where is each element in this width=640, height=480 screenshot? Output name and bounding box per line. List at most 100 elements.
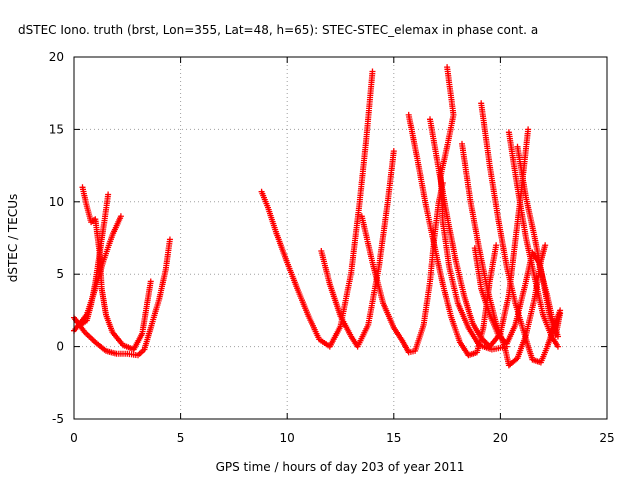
data-point-markers xyxy=(156,268,169,302)
data-point-markers xyxy=(512,280,529,328)
data-point-marker xyxy=(105,191,112,198)
data-point-markers xyxy=(427,116,442,170)
data-point-markers xyxy=(444,111,457,148)
data-point-markers xyxy=(422,201,437,247)
data-point-markers xyxy=(461,292,476,325)
data-point-markers xyxy=(305,313,322,341)
data-point-markers xyxy=(98,285,109,316)
data-point-markers xyxy=(431,242,446,286)
y-tick-label: 0 xyxy=(56,340,64,354)
data-point-markers xyxy=(471,245,484,290)
data-point-markers xyxy=(544,292,557,326)
data-point-markers xyxy=(523,194,538,238)
data-point-markers xyxy=(79,184,90,208)
series-12 xyxy=(478,100,564,366)
data-point-markers xyxy=(505,129,521,189)
y-tick-label: 20 xyxy=(49,50,64,64)
data-point-markers xyxy=(444,64,457,116)
data-point-markers xyxy=(439,219,452,268)
x-tick-label: 5 xyxy=(177,431,185,445)
data-point-marker xyxy=(542,242,549,249)
x-tick-label: 15 xyxy=(386,431,401,445)
data-point-marker xyxy=(147,278,154,285)
data-point-markers xyxy=(537,345,550,366)
data-point-markers xyxy=(484,287,499,325)
tick-labels: 0 5 10 15 20 25 -5 0 5 10 15 20 xyxy=(49,50,615,445)
y-tick-label: -5 xyxy=(52,412,64,426)
data-point-marker xyxy=(493,242,500,249)
data-marks xyxy=(71,64,564,369)
data-point-markers xyxy=(412,323,426,354)
data-point-markers xyxy=(73,317,82,327)
data-point-markers xyxy=(92,216,103,254)
data-point-markers xyxy=(380,300,396,329)
data-point-markers xyxy=(356,140,369,205)
data-point-markers xyxy=(405,111,420,160)
data-point-markers xyxy=(505,356,519,369)
data-point-markers xyxy=(414,155,429,206)
data-point-marker xyxy=(557,310,564,317)
data-point-markers xyxy=(96,249,105,290)
data-point-markers xyxy=(514,184,529,239)
data-point-markers xyxy=(431,202,442,241)
data-point-markers xyxy=(100,193,111,228)
data-point-markers xyxy=(454,300,471,329)
series-15 xyxy=(471,245,561,347)
data-point-markers xyxy=(326,281,343,318)
data-point-markers xyxy=(465,324,481,347)
data-point-markers xyxy=(273,230,290,264)
data-point-markers xyxy=(294,287,311,318)
data-point-markers xyxy=(109,215,124,239)
data-point-markers xyxy=(514,143,529,199)
data-point-markers xyxy=(439,281,454,319)
data-point-markers xyxy=(486,244,499,285)
data-point-markers xyxy=(540,311,554,338)
data-point-markers xyxy=(550,321,561,338)
data-point-markers xyxy=(162,238,173,273)
series-5 xyxy=(258,68,376,350)
data-point-markers xyxy=(523,251,535,285)
data-point-markers xyxy=(358,213,375,264)
data-point-markers xyxy=(446,264,461,304)
data-point-markers xyxy=(478,100,493,167)
x-tick-label: 0 xyxy=(70,431,78,445)
plot-frame xyxy=(73,56,608,420)
x-tick-label: 10 xyxy=(280,431,295,445)
x-tick-label: 20 xyxy=(493,431,508,445)
data-point-markers xyxy=(535,259,550,297)
data-point-markers xyxy=(399,337,411,354)
data-point-markers xyxy=(103,311,115,334)
data-point-markers xyxy=(476,245,491,291)
data-point-markers xyxy=(130,332,145,353)
data-point-markers xyxy=(83,287,98,318)
y-axis-label: dSTEC / TECUs xyxy=(6,194,20,283)
data-point-markers xyxy=(337,313,354,338)
series-7 xyxy=(358,179,446,356)
data-point-markers xyxy=(120,342,135,352)
data-point-markers xyxy=(81,329,97,344)
data-point-markers xyxy=(348,201,363,276)
data-point-markers xyxy=(444,213,459,261)
data-point-markers xyxy=(486,311,501,336)
data-point-markers xyxy=(139,280,154,337)
data-point-markers xyxy=(456,339,471,357)
x-tick-label: 25 xyxy=(599,431,614,445)
data-point-markers xyxy=(427,237,438,285)
data-point-markers xyxy=(495,216,510,268)
data-point-marker xyxy=(390,148,397,155)
data-point-marker xyxy=(369,68,376,75)
data-point-markers xyxy=(405,348,416,356)
data-point-markers xyxy=(503,323,518,347)
data-point-markers xyxy=(438,143,451,177)
y-tick-label: 10 xyxy=(49,195,64,209)
data-point-markers xyxy=(448,314,463,344)
data-point-markers xyxy=(109,329,125,347)
data-point-markers xyxy=(437,172,446,223)
data-point-markers xyxy=(92,339,108,353)
data-point-markers xyxy=(88,217,97,226)
y-tick-label: 15 xyxy=(49,122,64,136)
data-point-markers xyxy=(469,320,484,340)
data-point-markers xyxy=(375,203,391,270)
data-point-markers xyxy=(548,333,560,348)
